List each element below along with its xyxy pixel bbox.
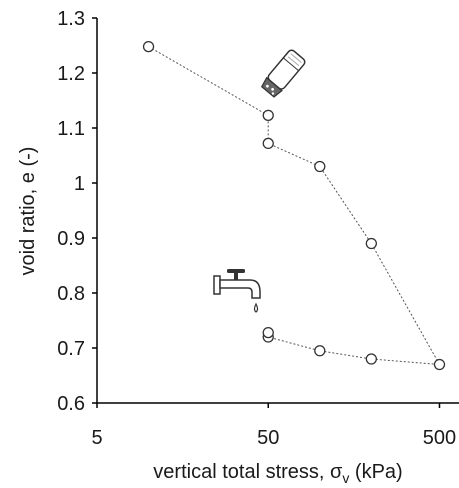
water-tap-icon: [213, 269, 261, 313]
y-tick-label: 0.8: [57, 283, 85, 305]
x-tick-label: 5: [91, 427, 102, 449]
y-tick-label: 1.3: [57, 8, 85, 30]
x-axis-label-main: vertical total stress, σ: [153, 461, 343, 483]
y-tick-label: 0.6: [57, 393, 85, 415]
data-point: [433, 358, 446, 371]
data-point: [262, 137, 274, 150]
y-tick-label: 1.1: [57, 118, 85, 140]
y-tick-label: 1.2: [57, 63, 85, 85]
y-tick-label: 1: [74, 173, 85, 195]
y-tick-label: 0.9: [57, 228, 85, 250]
x-axis-label-unit: (kPa): [349, 461, 402, 483]
data-point: [262, 326, 274, 339]
data-point: [142, 40, 155, 53]
y-ticks: 0.6 0.7 0.8 0.9 1 1.1 1.2 1.3: [57, 8, 97, 415]
data-points: [142, 40, 446, 371]
x-axis-label-subscript: v: [342, 470, 349, 486]
data-point: [262, 109, 274, 121]
plot-frame: [96, 18, 459, 404]
salt-shaker-icon: [260, 49, 306, 98]
data-point: [365, 237, 377, 250]
x-axis-label: vertical total stress, σv (kPa): [153, 461, 402, 486]
x-tick-label: 500: [423, 427, 456, 449]
data-point: [314, 160, 326, 173]
series-line: [148, 46, 441, 366]
x-axis-title: vertical total stress, σv (kPa): [153, 461, 402, 486]
y-axis-title: void ratio, e (-): [17, 147, 39, 276]
y-tick-label: 0.7: [57, 338, 85, 360]
x-ticks: 5 50 500: [91, 403, 456, 449]
data-point: [314, 345, 326, 357]
data-point: [365, 353, 377, 365]
x-tick-label: 50: [257, 427, 279, 449]
